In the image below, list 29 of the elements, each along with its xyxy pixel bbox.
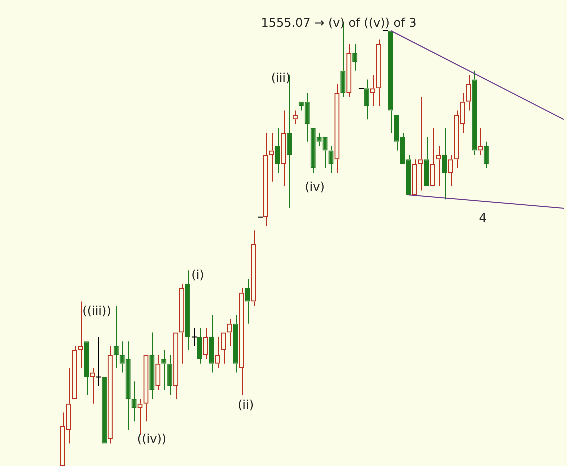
- annotation: (ii): [238, 398, 254, 412]
- candlestick: [424, 136, 430, 186]
- candlestick: [209, 314, 214, 374]
- candlestick: [84, 342, 90, 396]
- annotation: (iv): [305, 180, 325, 194]
- candlestick: [442, 128, 448, 200]
- candlestick: [274, 128, 280, 174]
- annotation: 4: [479, 211, 487, 226]
- candlestick: [197, 328, 202, 364]
- candlestick: [95, 336, 102, 387]
- candlestick: [364, 79, 370, 120]
- candlestick: [472, 70, 478, 156]
- candlestick: [388, 30, 394, 134]
- candlestick: [168, 354, 173, 396]
- candlestick: [245, 279, 250, 324]
- candlestick: [114, 306, 119, 369]
- candlestick: [162, 350, 167, 392]
- candlestick: [352, 44, 358, 72]
- candlestick: [132, 381, 137, 422]
- annotation: ((iv)): [137, 432, 167, 446]
- candlestick: [191, 328, 198, 347]
- candlestick: [233, 314, 238, 374]
- annotation: ((iii)): [82, 304, 112, 318]
- candlestick: [328, 146, 334, 174]
- candlestick: [484, 141, 489, 170]
- candlestick: [185, 270, 191, 352]
- candlestick: [150, 332, 155, 400]
- annotation: 1555.07 → (v) of ((v)) of 3: [261, 16, 417, 30]
- annotation: (i): [192, 268, 204, 282]
